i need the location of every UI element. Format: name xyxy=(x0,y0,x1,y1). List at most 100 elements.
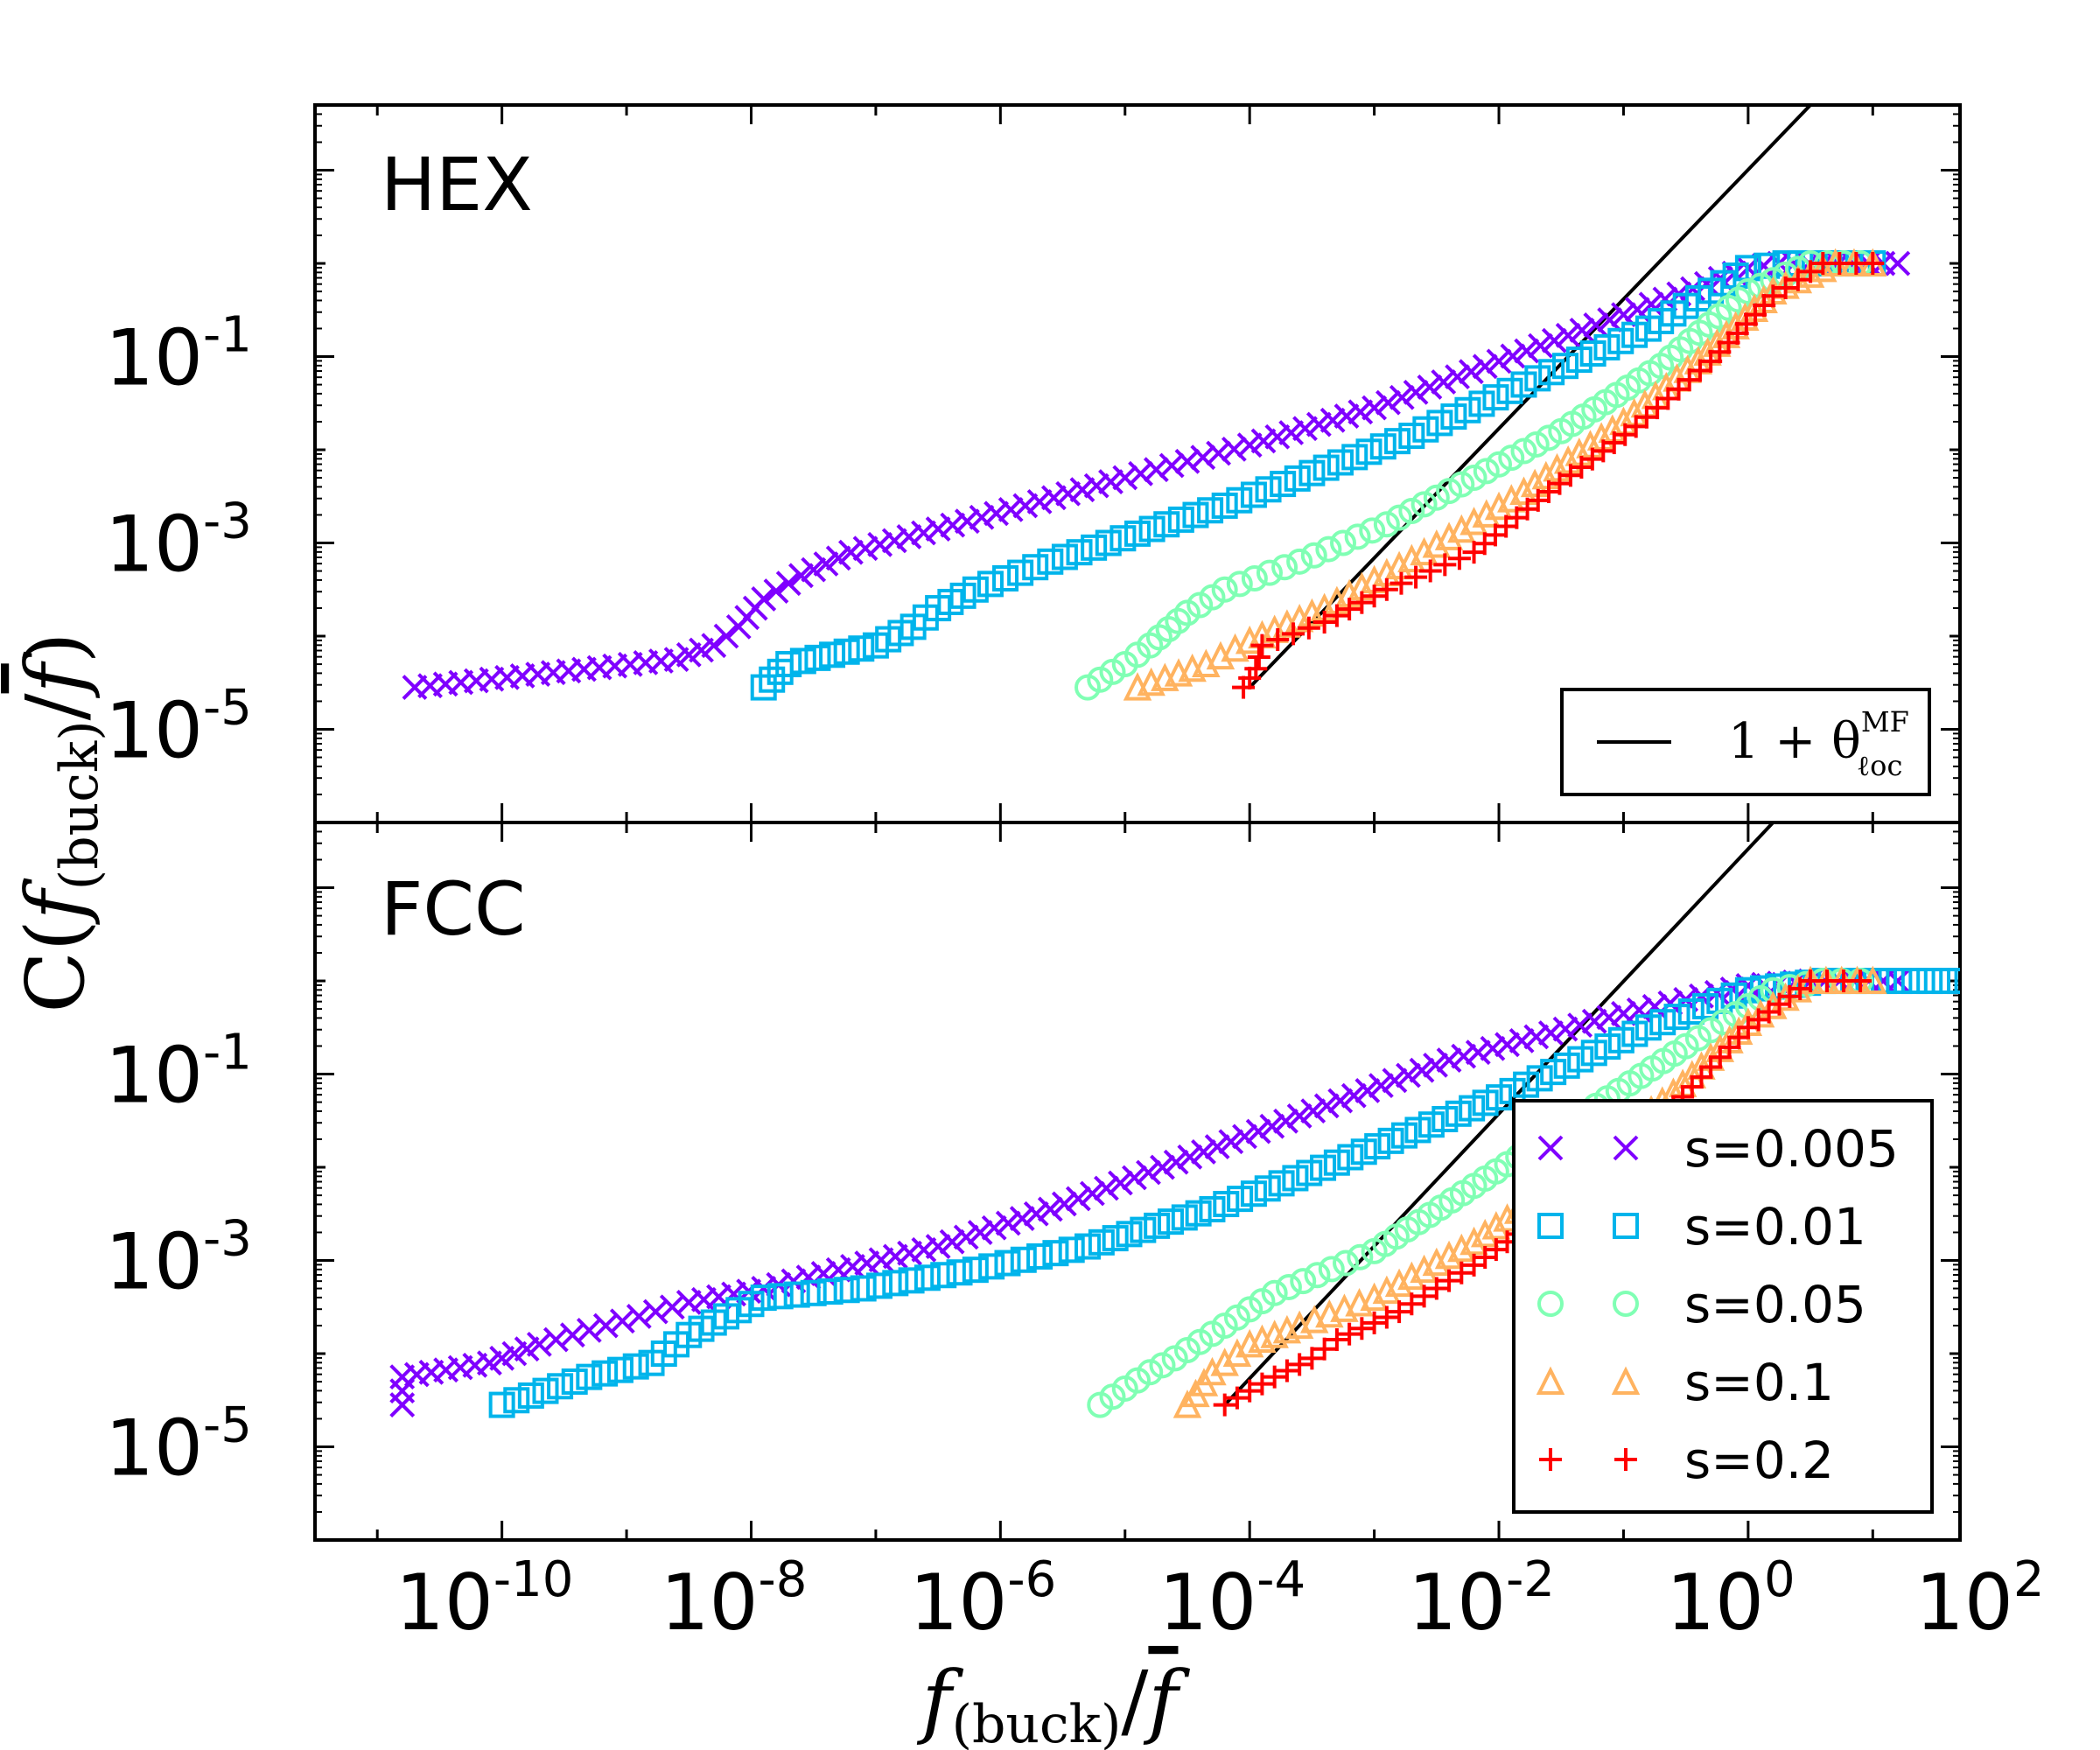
data-point xyxy=(1066,539,1093,566)
data-point xyxy=(1290,1268,1317,1295)
y-axis-label: C(f(buck)/f) xyxy=(9,632,110,1012)
data-point xyxy=(962,1256,989,1284)
data-point-stroke xyxy=(1009,1206,1035,1232)
data-point xyxy=(994,1250,1021,1277)
data-point-stroke xyxy=(1396,1062,1421,1088)
data-point xyxy=(1484,491,1514,521)
data-point xyxy=(1426,410,1453,437)
data-point xyxy=(1541,327,1567,354)
data-point xyxy=(1451,1043,1477,1069)
data-point xyxy=(1649,1009,1676,1036)
data-point xyxy=(1069,477,1096,503)
data-point-stroke xyxy=(526,1331,552,1357)
data-point xyxy=(1256,559,1283,586)
x-axis-label: f(buck)/f xyxy=(917,1654,1191,1750)
data-point xyxy=(1596,1004,1622,1031)
data-point-stroke xyxy=(542,1326,569,1353)
data-point xyxy=(1552,1016,1578,1042)
data-point xyxy=(1410,1254,1438,1284)
data-point xyxy=(1037,1196,1063,1222)
data-point xyxy=(1372,1275,1402,1305)
data-point xyxy=(1313,1093,1340,1119)
data-point xyxy=(1278,420,1305,445)
data-point xyxy=(1885,250,1911,276)
data-point xyxy=(1931,968,1958,995)
data-point xyxy=(1391,1122,1418,1149)
data-point xyxy=(1211,576,1238,603)
series-s=0.2 xyxy=(1232,252,1885,699)
data-point xyxy=(1652,286,1678,312)
data-point xyxy=(517,1382,544,1409)
data-point-stroke xyxy=(1040,485,1067,511)
data-point xyxy=(1128,460,1153,486)
data-point-stroke xyxy=(1458,359,1484,385)
data-point xyxy=(1241,564,1268,592)
legend-top: 1 + θMF ℓoc xyxy=(1560,688,1931,796)
data-point-stroke xyxy=(1581,1008,1607,1034)
data-point xyxy=(1213,1191,1240,1218)
x-label-slash: / xyxy=(1121,1654,1148,1747)
data-point xyxy=(1143,457,1169,483)
data-point xyxy=(1397,1261,1426,1291)
y-tick-base: 10 xyxy=(105,500,203,590)
legend-marker xyxy=(1613,1213,1639,1239)
data-point xyxy=(1718,1035,1741,1059)
data-point xyxy=(1482,384,1509,411)
data-point-stroke xyxy=(1417,374,1443,400)
reference-line-fcc xyxy=(1223,822,1774,1406)
data-point xyxy=(940,512,966,538)
data-point xyxy=(1110,525,1137,552)
data-point-stroke xyxy=(1143,457,1169,483)
data-point-stroke xyxy=(1362,395,1388,421)
data-point-stroke xyxy=(1885,968,1911,994)
data-point xyxy=(1312,454,1340,481)
data-point xyxy=(1167,506,1194,533)
data-point xyxy=(1432,1106,1459,1133)
data-point-stroke xyxy=(1436,1047,1462,1073)
data-point xyxy=(1417,374,1443,400)
data-point xyxy=(1116,1221,1143,1248)
data-point xyxy=(1423,484,1450,511)
data-point xyxy=(976,570,1004,598)
data-point xyxy=(882,1270,909,1297)
data-point xyxy=(1638,291,1664,318)
data-point-stroke xyxy=(659,1294,685,1320)
data-point xyxy=(939,1228,965,1255)
data-point xyxy=(1526,1065,1553,1092)
data-point xyxy=(1520,468,1550,498)
data-point-stroke xyxy=(1250,428,1277,454)
data-point-stroke xyxy=(967,1220,993,1245)
data-point xyxy=(967,1220,993,1245)
data-point xyxy=(1275,1359,1298,1382)
data-point xyxy=(1376,389,1401,416)
data-point xyxy=(801,556,827,583)
data-point-stroke xyxy=(1122,1165,1147,1191)
data-point xyxy=(1240,481,1267,508)
data-point-stroke xyxy=(1083,472,1110,499)
data-point xyxy=(1023,1200,1049,1227)
legend-label: s=0.005 xyxy=(1684,1119,1899,1179)
data-point xyxy=(1377,1127,1404,1154)
data-point xyxy=(1040,485,1067,511)
data-point xyxy=(1026,488,1053,514)
x-tick-exp: -2 xyxy=(1506,1551,1555,1608)
y-tick-base: 10 xyxy=(105,686,203,776)
y-tick-base: 10 xyxy=(105,1217,203,1307)
data-point xyxy=(1250,428,1277,454)
data-point xyxy=(804,644,831,671)
data-point xyxy=(1112,465,1138,491)
x-tick-exp: 0 xyxy=(1764,1551,1796,1608)
data-point-stroke xyxy=(1409,1057,1435,1083)
panel-label-hex: HEX xyxy=(381,142,533,228)
data-point xyxy=(1531,460,1561,490)
data-point xyxy=(1174,448,1200,474)
data-point xyxy=(1468,390,1495,417)
data-point xyxy=(1388,1300,1411,1324)
data-point-stroke xyxy=(1382,1068,1408,1094)
data-point xyxy=(1340,1082,1367,1109)
data-point xyxy=(1849,970,1872,993)
data-point xyxy=(925,516,951,542)
data-point xyxy=(1026,1242,1054,1270)
data-point xyxy=(576,1363,603,1390)
data-point xyxy=(1458,359,1484,385)
